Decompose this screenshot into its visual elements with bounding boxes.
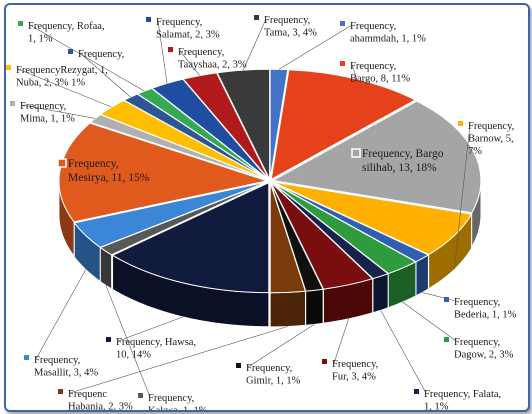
data-label-masallit-line-2: Masallit, 3, 4% <box>34 368 98 379</box>
data-label-kakwa-line-2: Kakwa, 1, 1% <box>148 406 208 411</box>
legend-key-bargo-silihab <box>351 148 361 158</box>
data-label-salamat-line-2: Salamat, 2, 3% <box>156 30 220 41</box>
data-label-bederia-line-2: Bederia, 1, 1% <box>454 310 517 321</box>
data-label-gimir-line-2: Gimir, 1, 1% <box>246 376 301 387</box>
legend-key-nuba <box>6 65 11 70</box>
legend-key-masallit <box>24 355 29 360</box>
leader-line-hawsa <box>117 316 184 342</box>
pie-slice-mesirya <box>58 122 269 223</box>
data-label-nuba-line-1: FrequencyRezygat, 1, <box>16 65 108 76</box>
data-label-gimir-line-1: Frequency, <box>246 363 292 374</box>
pie-slice-hawsa <box>111 181 270 294</box>
data-label-habania-line-1: Frequenc <box>68 389 107 400</box>
data-label-mima-line-2: Mima, 1, 1% <box>20 114 75 125</box>
data-label-tama-line-1: Frequency, <box>264 15 310 26</box>
leader-line-mima <box>21 104 96 119</box>
legend-key-ahammdah <box>340 21 345 26</box>
data-label-hawsa-line-1: Frequency, Hawsa, <box>116 337 196 348</box>
chart-frame: Frequency, Rofaa, 1, 1% Frequency, Salamat,… <box>4 3 530 412</box>
data-label-falata-line-2: 1, 1% <box>424 402 449 411</box>
leader-line-falata <box>380 310 427 394</box>
leader-line-ahammdah <box>278 24 353 70</box>
data-label-taayshaa-line-2: Taayshaa, 2, 3% <box>178 60 247 71</box>
leader-line-bederia <box>422 292 457 302</box>
data-label-dagow-line-1: Frequency, <box>454 337 500 348</box>
pie-slice-habania <box>269 182 307 294</box>
data-label-taayshaa-line-1: Frequency, <box>178 47 224 58</box>
data-label-bargo-line-1: Frequency, <box>350 61 396 72</box>
leader-line-fur <box>333 318 349 364</box>
legend-key-habania <box>58 389 63 394</box>
data-label-bederia-line-1: Frequency, <box>454 297 500 308</box>
legend-key-mesirya <box>57 158 67 168</box>
pie-slice-barnow <box>272 181 473 256</box>
data-label-barnow-line-3: 7% <box>468 146 482 157</box>
leader-line-taayshaa <box>179 50 200 76</box>
data-label-masallit-line-1: Frequency, <box>34 355 80 366</box>
legend-key-dagow <box>444 337 449 342</box>
leader-line-bargo <box>351 64 358 80</box>
data-label-fur-line-1: Frequency, <box>332 359 378 370</box>
pie-slice-masallit <box>73 181 268 248</box>
data-label-rofaa-line-1: Frequency, Rofaa, <box>28 21 105 32</box>
data-label-dagow-line-2: Dagow, 2, 3% <box>454 350 514 361</box>
leader-line-habania <box>69 326 288 394</box>
leader-line-gimir <box>247 324 315 368</box>
data-label-fur-line-2: Fur, 3, 4% <box>332 372 376 383</box>
leader-line-kakwa <box>105 285 151 398</box>
leader-line-barnow <box>453 124 471 270</box>
pie-slice-fur <box>270 182 374 290</box>
legend-key-rofaa <box>18 21 23 26</box>
legend-key-fur <box>322 359 327 364</box>
data-label-rezygat-line-1: Frequency, <box>78 49 124 60</box>
legend-key-mima <box>10 101 15 106</box>
data-label-ahammdah-line-2: ahammdah, 1, 1% <box>350 34 426 45</box>
leader-line-salamat <box>157 20 168 84</box>
data-label-tama-line-2: Tama, 3, 4% <box>264 28 317 39</box>
leader-line-masallit <box>35 269 87 360</box>
data-label-bargo-line-2: Bargo, 8, 11% <box>350 74 410 85</box>
data-label-nuba-line-2: Nuba, 2, 3% 1% <box>16 78 85 89</box>
legend-key-salamat <box>146 17 151 22</box>
legend-key-tama <box>254 15 259 20</box>
leader-line-nuba <box>17 68 112 108</box>
legend-key-taayshaa <box>168 47 173 52</box>
data-label-bargo-silihab-line-1: Frequency, Bargo <box>362 148 444 160</box>
legend-key-falata <box>414 389 419 394</box>
leader-line-dagow <box>402 301 457 342</box>
data-label-barnow-line-2: Barnow, 5, <box>468 134 514 145</box>
legend-key-gimir <box>236 363 241 368</box>
pie-slice-ahammdah <box>269 68 289 180</box>
data-label-mesirya-line-1: Frequency, <box>68 158 119 170</box>
legend-key-hawsa <box>106 337 111 342</box>
pie-slice-bargo-silihab <box>271 100 482 214</box>
leader-line-rezygat <box>79 52 131 98</box>
data-label-barnow-line-1: Frequency, <box>468 121 514 132</box>
leader-line-tama <box>242 18 267 71</box>
data-label-mesirya-line-2: Mesirya, 11, 15% <box>68 172 150 184</box>
data-label-ahammdah-line-1: Frequency, <box>350 21 396 32</box>
data-label-salamat-line-1: Frequency, <box>156 17 202 28</box>
pie-chart: Frequency, Rofaa, 1, 1% Frequency, Salamat,… <box>6 15 517 411</box>
pie-slice-side-gimir <box>305 288 324 326</box>
data-label-kakwa-line-1: Frequency, <box>148 393 194 404</box>
data-label-falata-line-1: Frequency, Falata, <box>424 389 501 400</box>
pie-slice-side-habania <box>269 290 306 328</box>
legend-key-bargo <box>340 61 345 66</box>
legend-key-kakwa <box>138 393 143 398</box>
data-label-bargo-silihab-line-2: silihab, 13, 18% <box>362 162 437 174</box>
data-label-habania-line-2: Habania, 2, 3% <box>68 402 133 411</box>
legend-key-barnow <box>458 121 463 126</box>
data-label-hawsa-line-2: 10, 14% <box>116 350 151 361</box>
legend-key-rezygat <box>68 49 73 54</box>
leader-line-rofaa <box>29 24 145 92</box>
data-label-rofaa-line-2: 1, 1% <box>28 34 53 45</box>
pie-slice-tama <box>216 68 271 180</box>
pie-slice-bargo <box>270 69 417 181</box>
data-label-mima-line-1: Frequency, <box>20 101 66 112</box>
legend-key-bederia <box>444 297 449 302</box>
pie-slice-side-falata <box>372 273 389 314</box>
